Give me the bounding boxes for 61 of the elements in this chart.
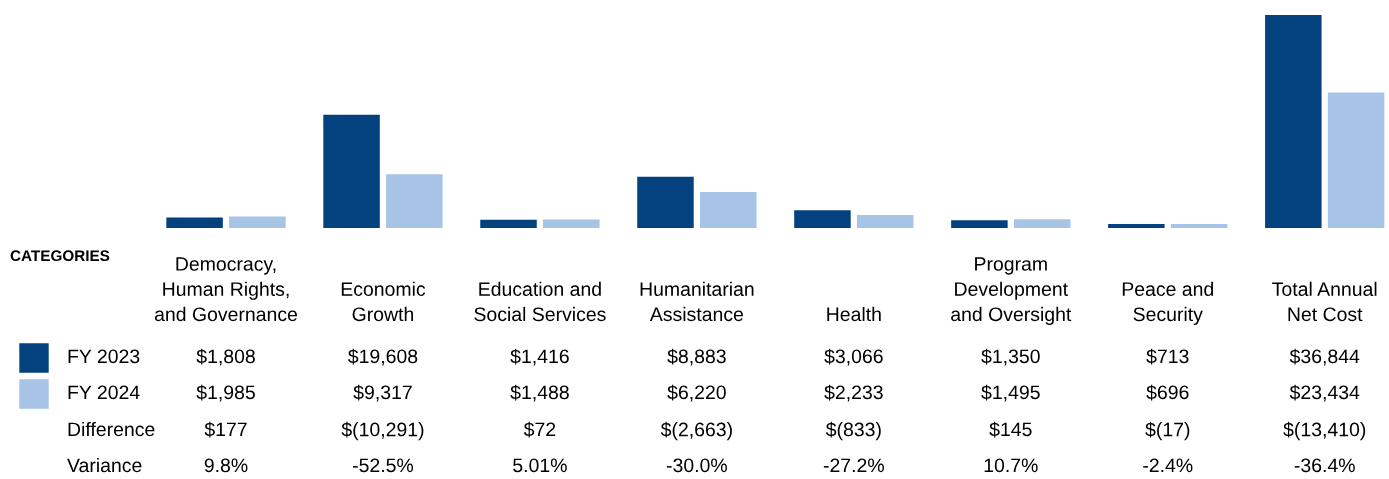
x-tick-label: Democracy, Human Rights, and Governance xyxy=(154,257,298,322)
data-label: $6,220 xyxy=(667,384,726,402)
bar xyxy=(794,210,851,228)
x-tick-label: Program Development and Oversight xyxy=(951,257,1072,325)
bar xyxy=(700,192,757,228)
x-axis-title: CATEGORIES xyxy=(10,250,110,262)
data-label: $3,066 xyxy=(824,348,883,366)
text: $145 xyxy=(989,421,1032,438)
text: $(833) xyxy=(825,421,881,441)
data-label: $8,883 xyxy=(667,348,726,366)
text: 10.7% xyxy=(984,458,1038,473)
text: 9.8% xyxy=(204,458,248,473)
bar xyxy=(1170,223,1228,228)
legend-label: FY 2024 xyxy=(68,385,140,400)
bar xyxy=(229,216,286,228)
legend-label: FY 2023 xyxy=(68,349,140,364)
text: -52.5% xyxy=(353,458,414,473)
x-tick-label: Total Annual Net Cost xyxy=(1272,281,1377,322)
bar xyxy=(1327,92,1385,228)
data-label: $1,350 xyxy=(981,348,1040,366)
text: Variance xyxy=(67,457,142,473)
text: 5.01% xyxy=(513,458,567,473)
x-tick-label: Peace and Security xyxy=(1122,281,1213,325)
data-label: $1,985 xyxy=(196,384,255,402)
data-label: $36,844 xyxy=(1289,348,1360,366)
data-label: $9,317 xyxy=(353,384,412,402)
bar xyxy=(1108,223,1165,228)
data-label: $713 xyxy=(1146,348,1189,365)
data-label: $1,416 xyxy=(510,348,569,366)
x-tick-label: Education and Social Services xyxy=(474,281,606,322)
bar xyxy=(166,217,223,228)
text: Difference xyxy=(68,421,155,437)
text: $72 xyxy=(523,421,556,438)
text: -27.2% xyxy=(823,458,884,473)
text: $177 xyxy=(204,421,247,438)
text: $(10,291) xyxy=(341,421,424,441)
bar xyxy=(543,219,600,228)
data-label: $2,233 xyxy=(824,384,883,402)
bar xyxy=(480,219,537,228)
text: -30.0% xyxy=(666,458,727,473)
data-label: $1,808 xyxy=(196,348,255,366)
text: -36.4% xyxy=(1294,458,1355,473)
data-label: $23,434 xyxy=(1289,384,1360,402)
bar xyxy=(951,220,1008,228)
bar xyxy=(856,215,914,228)
bar xyxy=(1265,15,1322,228)
data-label: $19,608 xyxy=(348,348,418,366)
text: $(2,663) xyxy=(660,421,732,441)
bar xyxy=(323,114,380,228)
bar xyxy=(1013,219,1071,228)
bar xyxy=(637,176,694,228)
x-tick-label: Humanitarian Assistance xyxy=(640,281,754,322)
bar xyxy=(386,174,443,228)
data-label: $1,495 xyxy=(981,384,1040,402)
x-tick-label: Health xyxy=(827,306,881,322)
data-label: $1,488 xyxy=(510,384,569,402)
text: $(13,410) xyxy=(1283,421,1366,441)
data-label: $696 xyxy=(1146,384,1189,401)
text: $(17) xyxy=(1145,421,1190,441)
x-tick-label: Economic Growth xyxy=(341,281,426,322)
text: -2.4% xyxy=(1143,458,1193,473)
